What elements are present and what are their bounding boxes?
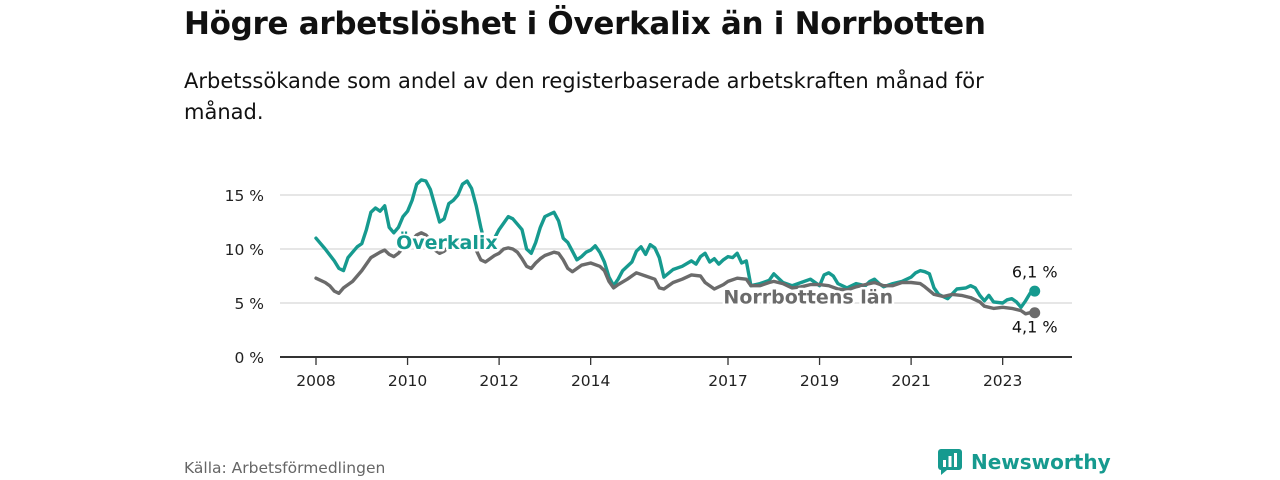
series-label-norrbotten: Norrbottens län [723,287,893,309]
chart-subtitle: Arbetssökande som andel av den registerb… [184,69,984,124]
y-tick-label: 10 % [225,241,264,259]
y-tick-label: 0 % [234,349,264,367]
end-label-overkalix: 6,1 % [1012,263,1058,282]
end-marker-overkalix [1029,285,1041,297]
newsworthy-logo-icon [938,449,962,475]
x-tick-label: 2017 [708,372,747,390]
y-tick-label: 5 % [234,295,264,313]
series-labels: Överkalix Norrbottens län 6,1 % 4,1 % [394,228,1058,337]
series-line-norrbotten [314,231,1037,316]
x-tick-label: 2023 [983,372,1022,390]
end-label-norrbotten: 4,1 % [1012,318,1058,337]
source-note: Källa: Arbetsförmedlingen [184,459,386,477]
x-tick-label: 2008 [296,372,335,390]
end-marker-norrbotten [1029,307,1041,319]
y-tick-label: 15 % [225,187,264,205]
grid-lines [280,194,1072,358]
x-axis-ticks: 2008 2010 2012 2014 2017 2019 2021 2023 [296,357,1022,390]
chart-title: Högre arbetslöshet i Överkalix än i Norr… [184,6,986,42]
newsworthy-brand[interactable]: Newsworthy [938,449,1111,475]
x-tick-label: 2019 [800,372,839,390]
y-axis-ticks: 0 % 5 % 10 % 15 % [225,187,264,367]
x-tick-label: 2010 [388,372,427,390]
series-lines [314,178,1041,319]
x-tick-label: 2012 [479,372,518,390]
series-label-overkalix: Överkalix [396,230,498,254]
series-line-overkalix [314,178,1037,309]
x-tick-label: 2014 [571,372,610,390]
x-tick-label: 2021 [891,372,930,390]
brand-name: Newsworthy [971,450,1111,474]
